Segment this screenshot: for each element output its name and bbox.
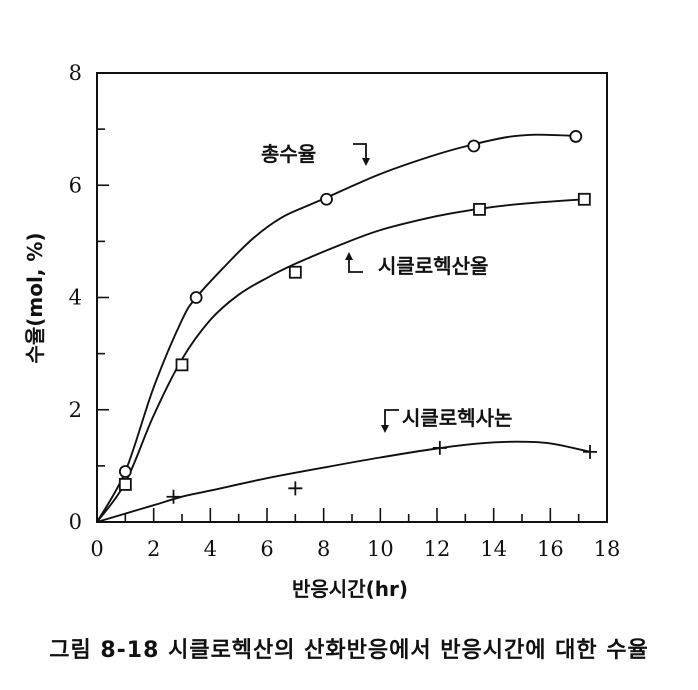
x-tick-label: 14 (480, 537, 507, 561)
y-tick-label: 2 (69, 398, 82, 422)
series-pointer-cyclohexanone-arrowhead (381, 425, 389, 433)
data-point-square (175, 358, 189, 372)
series-label-cyclohexanol: 시클로헥산올 (378, 254, 488, 278)
data-point-square (577, 192, 591, 206)
x-tick-label: 2 (147, 537, 160, 561)
yield-chart: 0 2 4 6 8 10 12 14 16 18 0 2 4 6 8 반응시간(hr) 수율(mol, %)… (23, 61, 621, 601)
tick-labels: 0 2 4 6 8 10 12 14 16 18 0 2 4 6 8 (69, 61, 621, 561)
series-label-cyclohexanone: 시클로헥사논 (402, 406, 512, 430)
data-point-square (288, 265, 302, 279)
series-line-2 (96, 440, 591, 523)
plot-frame (96, 72, 608, 523)
figure-caption: 그림 8-18 시클로헥산의 산화반응에서 반응시간에 대한 수율 (49, 638, 649, 663)
x-tick-label: 8 (317, 537, 330, 561)
series-pointer-cyclohexanol (348, 256, 363, 273)
series-curves (96, 133, 591, 523)
data-point-circle (320, 192, 333, 206)
data-point-square (473, 202, 486, 216)
x-tick-label: 18 (594, 537, 621, 561)
series-markers (118, 130, 597, 504)
data-point-plus (432, 440, 447, 455)
x-tick-label: 6 (260, 537, 273, 561)
axes (96, 72, 608, 523)
x-tick-label: 4 (204, 537, 217, 561)
x-tick-label: 0 (90, 537, 103, 561)
x-tick-label: 16 (537, 537, 564, 561)
y-tick-label: 8 (69, 61, 82, 85)
data-point-circle (118, 465, 132, 478)
series-label-total: 총수율 (261, 142, 316, 166)
y-tick-label: 6 (69, 173, 82, 197)
x-tick-label: 12 (424, 537, 451, 561)
data-point-plus (288, 481, 303, 496)
data-point-circle (189, 291, 203, 304)
data-point-square (118, 477, 132, 491)
x-axis-title: 반응시간(hr) (292, 577, 408, 601)
data-point-circle (569, 130, 583, 143)
y-tick-label: 4 (69, 286, 82, 310)
data-point-plus (166, 489, 181, 504)
series-pointer-total (353, 143, 367, 162)
series-pointer-cyclohexanol-arrowhead (345, 252, 353, 260)
y-axis-title: 수율(mol, %) (23, 232, 47, 363)
data-point-circle (467, 139, 481, 153)
series-pointer-cyclohexanone (384, 409, 399, 428)
x-tick-label: 10 (367, 537, 394, 561)
series-line-0 (96, 133, 576, 523)
y-tick-label: 0 (69, 510, 82, 534)
series-pointer-total-arrowhead (362, 158, 370, 166)
series-line-1 (96, 198, 585, 523)
data-point-plus (583, 444, 597, 459)
